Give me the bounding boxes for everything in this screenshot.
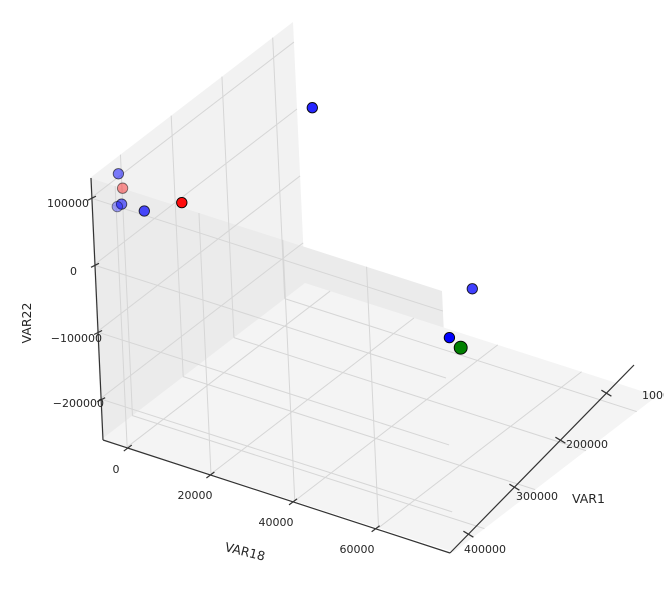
gridline [366, 266, 380, 528]
z-axis-line [90, 177, 104, 441]
gridline [99, 242, 304, 400]
gridline [93, 108, 298, 266]
gridline [100, 398, 453, 513]
z-axis-label: VAR22 [19, 303, 34, 344]
data-point [176, 196, 188, 209]
gridline [96, 175, 301, 333]
z-tick [87, 195, 97, 201]
gridline [93, 264, 447, 379]
gridline [198, 212, 212, 474]
axis-panes [90, 22, 657, 552]
z-tick-label: 0 [70, 265, 77, 278]
data-points [111, 102, 478, 355]
gridline [294, 344, 499, 502]
x-tick [601, 389, 612, 397]
z-tick [96, 397, 106, 403]
y-tick-label: 20000 [178, 489, 213, 502]
x-tick-label: 300000 [516, 490, 558, 503]
gridline [96, 331, 450, 446]
x-tick [555, 436, 566, 444]
floor-pane [102, 283, 657, 552]
x-axis-line [449, 364, 635, 554]
z-tick [90, 262, 100, 268]
gridline [282, 239, 296, 501]
x-tick-label: 200000 [566, 438, 608, 451]
z-tick-label: −200000 [53, 397, 104, 410]
x-tick-label: 400000 [464, 543, 506, 556]
gridline [119, 154, 133, 416]
x-axis-label: VAR1 [572, 491, 605, 506]
z-tick [93, 329, 103, 336]
data-point [116, 182, 129, 194]
gridline [183, 376, 536, 491]
data-point [115, 198, 128, 210]
data-point [466, 283, 478, 295]
y-tick [371, 525, 381, 533]
gridline [378, 371, 582, 529]
y-axis-line [102, 439, 451, 554]
x-tick [463, 530, 474, 538]
data-point [111, 200, 123, 213]
gridline [272, 37, 286, 299]
gridline [210, 317, 415, 475]
y-tick [288, 498, 298, 506]
data-point [138, 205, 150, 217]
gridline [90, 197, 444, 312]
gridline [132, 415, 485, 530]
data-point [112, 168, 125, 180]
gridline [284, 298, 637, 413]
gridline [90, 41, 295, 199]
axis-lines [87, 177, 635, 554]
y-axis-label: VAR18 [223, 539, 266, 563]
gridline [170, 115, 184, 377]
gridline [221, 76, 235, 338]
data-point [453, 340, 468, 355]
gridline [126, 290, 331, 448]
gridline [233, 337, 587, 452]
gridline [114, 186, 128, 448]
x-tick [509, 483, 520, 491]
data-point [306, 102, 318, 114]
y-tick [123, 444, 133, 452]
data-point [443, 331, 456, 344]
y-tick-label: 60000 [340, 543, 375, 556]
x-tick-label: 100000 [642, 389, 664, 402]
y-tick-label: 40000 [259, 516, 294, 529]
y-tick-label: 0 [113, 463, 120, 476]
gridlines [90, 37, 637, 530]
y-tick [206, 471, 215, 479]
z-tick-label: −100000 [51, 332, 102, 345]
z-tick-label: 100000 [47, 197, 89, 210]
